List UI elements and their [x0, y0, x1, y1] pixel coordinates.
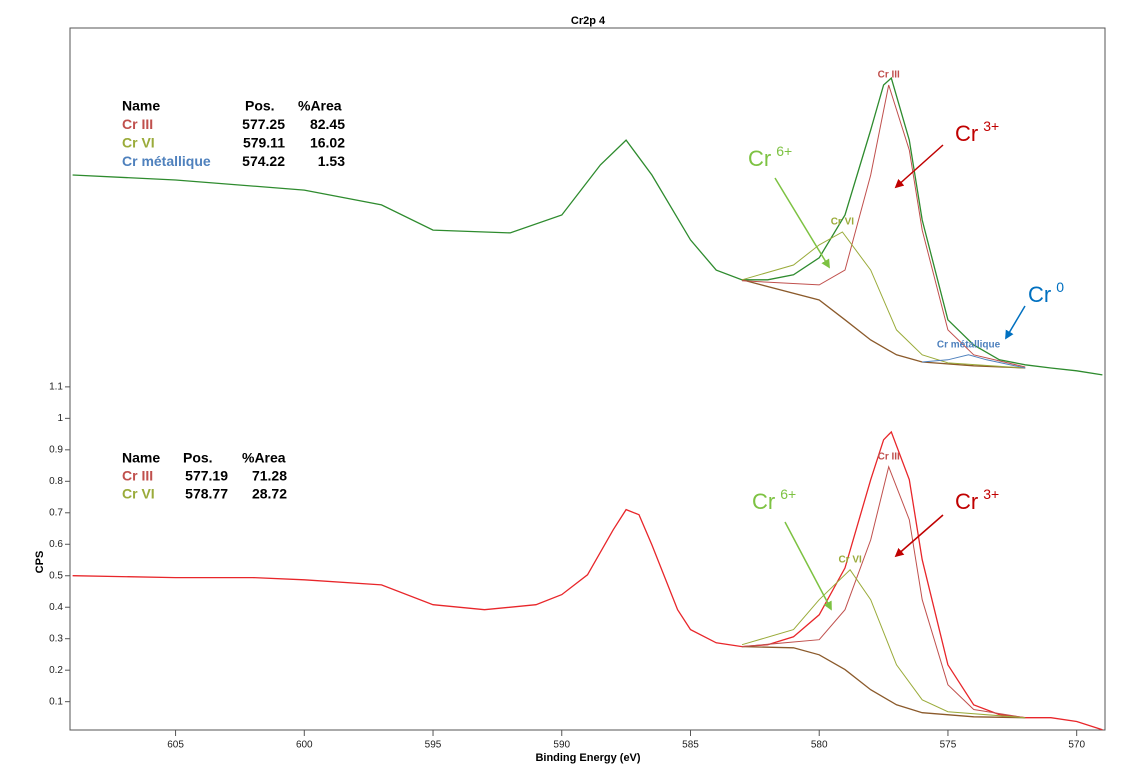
- annotation-arrow: [894, 144, 944, 189]
- y-tick-label: 0.7: [49, 507, 63, 518]
- y-axis-label: CPS: [34, 551, 46, 574]
- y-tick-label: 0.4: [49, 602, 63, 613]
- y-tick-label: 0.6: [49, 539, 63, 550]
- annotation-arrow: [894, 514, 944, 558]
- y-tick-label: 0.8: [49, 476, 63, 487]
- table-cell: 579.11: [243, 135, 285, 151]
- spectrum-line: [72, 430, 1103, 731]
- spectrum-line: [741, 465, 1026, 719]
- table-cell: 82.45: [310, 116, 345, 132]
- x-tick-label: 585: [682, 740, 699, 751]
- table-header: %Area: [298, 98, 342, 114]
- x-tick-label: 580: [811, 740, 828, 751]
- table-cell: Cr métallique: [122, 153, 211, 169]
- annotation-base: Cr: [955, 489, 978, 514]
- annotation: Cr 0: [1028, 279, 1064, 307]
- y-tick-label: 0.1: [49, 696, 63, 707]
- peak-label: Cr VI: [831, 217, 855, 228]
- spectrum-line: [741, 569, 1026, 719]
- table-cell: 577.19: [185, 468, 228, 484]
- annotation-base: Cr: [1028, 282, 1051, 307]
- annotation-base: Cr: [752, 489, 775, 514]
- annotation: Cr 3+: [955, 118, 999, 146]
- spectrum-line: [741, 279, 1026, 369]
- x-tick-label: 570: [1068, 740, 1085, 751]
- annotation-sup: 0: [1056, 279, 1064, 295]
- table-cell: 1.53: [318, 153, 345, 169]
- spectrum-line: [741, 84, 1026, 368]
- annotation-sup: 3+: [983, 486, 999, 502]
- peak-label: Cr métallique: [937, 339, 1001, 350]
- peak-label: Cr III: [878, 70, 900, 81]
- y-tick-label: 0.5: [49, 570, 63, 581]
- annotation: Cr 6+: [752, 486, 796, 514]
- annotation-sup: 6+: [780, 486, 796, 502]
- table-cell: 574.22: [242, 153, 285, 169]
- table-cell: 577.25: [242, 116, 285, 132]
- x-tick-label: 600: [296, 740, 313, 751]
- x-tick-label: 605: [167, 740, 184, 751]
- annotation: Cr 6+: [748, 143, 792, 171]
- table-header: Pos.: [183, 450, 213, 466]
- x-axis-label: Binding Energy (eV): [535, 752, 640, 764]
- table-header: Name: [122, 450, 160, 466]
- chart-title: Cr2p 4: [571, 15, 606, 27]
- annotation-sup: 6+: [776, 143, 792, 159]
- y-tick-label: 1: [57, 413, 63, 424]
- annotation-base: Cr: [748, 146, 771, 171]
- table-cell: 578.77: [185, 486, 228, 502]
- y-tick-label: 0.9: [49, 444, 63, 455]
- x-tick-label: 595: [425, 740, 442, 751]
- table-header: Name: [122, 98, 160, 114]
- spectrum-line: [72, 76, 1103, 376]
- table-cell: 28.72: [252, 486, 287, 502]
- annotation-base: Cr: [955, 121, 978, 146]
- annotation-arrow: [774, 177, 830, 269]
- table-header: %Area: [242, 450, 286, 466]
- y-tick-label: 1.1: [49, 382, 63, 393]
- plot-frame: [69, 27, 1106, 731]
- annotation: Cr 3+: [955, 486, 999, 514]
- annotation-sup: 3+: [983, 118, 999, 134]
- table-cell: 16.02: [310, 135, 345, 151]
- x-tick-label: 590: [553, 740, 570, 751]
- table-header: Pos.: [245, 98, 275, 114]
- table-cell: 71.28: [252, 468, 287, 484]
- peak-label: Cr VI: [838, 554, 862, 565]
- table-cell: Cr III: [122, 468, 153, 484]
- spectrum-line: [922, 354, 1026, 369]
- table-cell: Cr III: [122, 116, 153, 132]
- annotation-arrow: [1005, 305, 1026, 340]
- y-tick-label: 0.2: [49, 665, 63, 676]
- spectrum-line: [741, 645, 1026, 719]
- annotation-arrow: [784, 521, 832, 611]
- table-cell: Cr VI: [122, 135, 155, 151]
- x-tick-label: 575: [940, 740, 957, 751]
- table-cell: Cr VI: [122, 486, 155, 502]
- peak-label: Cr III: [878, 451, 900, 462]
- y-tick-label: 0.3: [49, 633, 63, 644]
